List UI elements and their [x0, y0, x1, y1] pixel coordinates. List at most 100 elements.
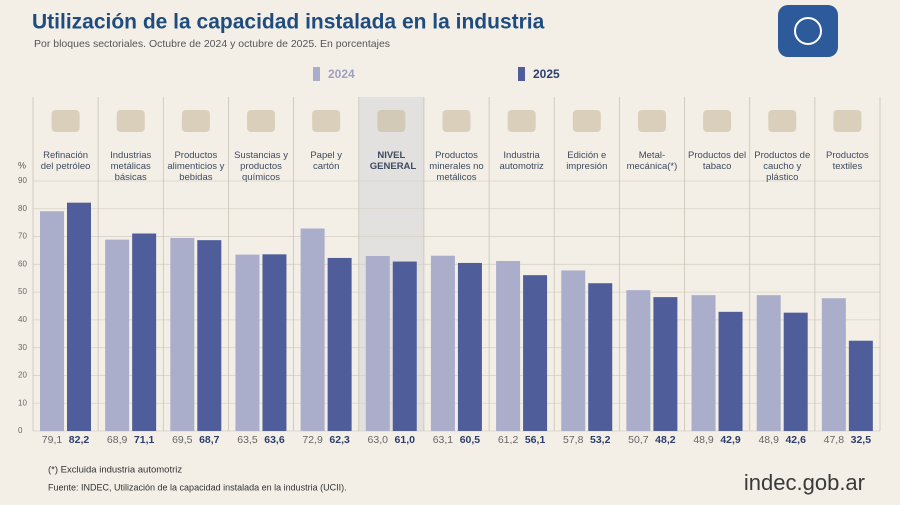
bar: [523, 275, 548, 431]
bar: [40, 211, 64, 431]
bar: [262, 254, 287, 431]
bar: [783, 312, 808, 431]
value-label: 79,1: [42, 434, 63, 446]
bar: [718, 311, 743, 431]
source: Fuente: INDEC, Utilización de la capacid…: [48, 482, 347, 492]
legend-swatch: [313, 67, 320, 81]
y-tick-label: 10: [18, 398, 27, 407]
value-label: 42,6: [785, 434, 806, 446]
y-tick-label: 30: [18, 343, 27, 352]
bar: [67, 202, 91, 431]
chart-subtitle: Por bloques sectoriales. Octubre de 2024…: [34, 38, 390, 50]
value-label: 42,9: [720, 434, 741, 446]
category-icon: [768, 110, 797, 132]
bar: [457, 262, 482, 431]
category-label: Productos del tabaco: [688, 150, 747, 172]
value-label: 69,5: [172, 434, 193, 446]
category-icon: [51, 110, 80, 132]
value-label: 60,5: [460, 434, 481, 446]
category-icon: [247, 110, 276, 132]
y-tick-label: 50: [18, 287, 27, 296]
category-label: Sustancias y productos químicos: [234, 150, 288, 183]
value-label: 47,8: [824, 434, 845, 446]
y-tick-label: 80: [18, 204, 27, 213]
category-label: Refinación del petróleo: [40, 150, 91, 172]
bar: [365, 256, 390, 431]
category-label: Edición e impresión: [566, 150, 608, 172]
value-label: 48,9: [758, 434, 779, 446]
value-label: 68,7: [199, 434, 220, 446]
bar: [105, 239, 130, 431]
legend-label: 2025: [533, 67, 560, 81]
value-label: 56,1: [525, 434, 546, 446]
value-label: 63,5: [237, 434, 258, 446]
value-label: 72,9: [302, 434, 323, 446]
y-tick-label: 70: [18, 232, 27, 241]
value-label: 32,5: [851, 434, 872, 446]
bar: [653, 297, 678, 431]
y-tick-label: 0: [18, 426, 23, 435]
bar: [496, 261, 521, 431]
value-label: 63,6: [264, 434, 285, 446]
bar: [392, 261, 417, 431]
category-icon: [637, 110, 666, 132]
value-label: 48,9: [693, 434, 714, 446]
bar: [756, 295, 781, 431]
bar: [588, 283, 613, 431]
y-tick-label: 90: [18, 176, 27, 185]
category-label: NIVEL GENERAL: [369, 150, 417, 172]
legend-swatch: [518, 67, 525, 81]
bar: [691, 295, 716, 431]
bar: [197, 240, 222, 431]
category-label: Papel y cartón: [310, 150, 343, 172]
category-icon: [572, 110, 601, 132]
y-axis-label: %: [18, 160, 26, 170]
category-label: Productos minerales no metálicos: [429, 150, 484, 183]
value-label: 68,9: [107, 434, 128, 446]
bar: [848, 340, 873, 431]
category-icon: [703, 110, 732, 132]
bar: [821, 298, 846, 431]
logo-icon: [794, 17, 822, 45]
bar: [300, 228, 325, 431]
category-icon: [507, 110, 536, 132]
category-icon: [181, 110, 210, 132]
bar: [327, 257, 352, 431]
value-label: 63,0: [368, 434, 389, 446]
value-label: 53,2: [590, 434, 611, 446]
category-label: Productos textiles: [826, 150, 869, 172]
y-tick-label: 60: [18, 259, 27, 268]
value-label: 50,7: [628, 434, 649, 446]
y-tick-label: 20: [18, 371, 27, 380]
bar: [561, 270, 586, 431]
category-label: Metal-mecánica(*): [626, 150, 678, 172]
value-label: 61,0: [395, 434, 416, 446]
logo: [778, 5, 838, 57]
value-label: 63,1: [433, 434, 454, 446]
value-label: 57,8: [563, 434, 584, 446]
category-label: Productos alimenticios y bebidas: [167, 150, 225, 183]
bar: [170, 237, 195, 431]
value-label: 71,1: [134, 434, 155, 446]
value-label: 82,2: [69, 434, 90, 446]
bar: [430, 255, 455, 431]
brand: indec.gob.ar: [744, 470, 865, 495]
category-label: Industria automotriz: [499, 150, 544, 172]
legend-label: 2024: [328, 67, 355, 81]
category-icon: [442, 110, 471, 132]
value-label: 61,2: [498, 434, 519, 446]
bar: [235, 254, 260, 431]
y-tick-label: 40: [18, 315, 27, 324]
bar: [626, 290, 651, 431]
chart-title: Utilización de la capacidad instalada en…: [32, 11, 545, 34]
category-icon: [833, 110, 862, 132]
category-label: Industrias metálicas básicas: [110, 150, 152, 183]
value-label: 62,3: [329, 434, 350, 446]
footnote: (*) Excluida industria automotriz: [48, 465, 182, 476]
category-icon: [312, 110, 341, 132]
bar: [132, 233, 157, 431]
category-label: Productos de caucho y plástico: [754, 150, 811, 183]
category-icon: [116, 110, 145, 132]
